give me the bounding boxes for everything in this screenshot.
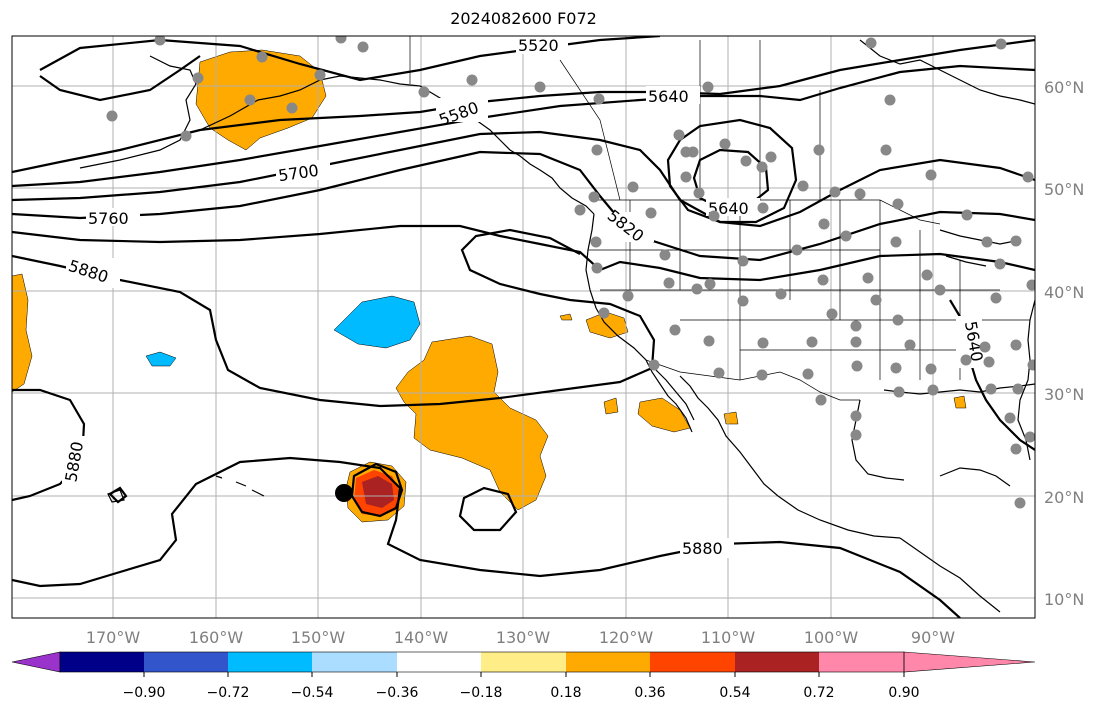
- colorbar: −0.90 −0.72 −0.54 −0.36 −0.18 0.18 0.36 …: [11, 651, 1036, 701]
- colorbar-tick-label-1: −0.90: [123, 685, 166, 701]
- contour-label-5760: 5760: [88, 209, 129, 228]
- station-markers: [106, 36, 1035, 509]
- lon-label-170: 170°W: [86, 628, 141, 647]
- borders: [409, 36, 1030, 401]
- colorbar-tick-label-10: 0.90: [888, 685, 919, 701]
- hurricane-darkred: [362, 476, 394, 508]
- map-title: 2024082600 F072: [450, 9, 597, 28]
- baja-coast: [653, 367, 901, 539]
- colorbar-tick-label-2: −0.72: [207, 685, 250, 701]
- hawaii: [107, 475, 265, 503]
- colorbar-tick-label-5: −0.18: [460, 685, 503, 701]
- canada-provinces: [559, 40, 821, 201]
- contour-label-5640-north: 5640: [648, 87, 689, 106]
- contour-small-circle-2: [458, 486, 518, 532]
- contour-5760: [12, 150, 1035, 262]
- contour-low-alaska: [39, 55, 201, 102]
- lon-label-160: 160°W: [189, 628, 244, 647]
- hudson: [859, 39, 1035, 105]
- yucatan: [939, 467, 1011, 487]
- lon-label-110: 110°W: [701, 628, 756, 647]
- colorbar-segment-5: [397, 652, 481, 672]
- storm-center-marker: [335, 484, 353, 502]
- orange-region-small1: [603, 397, 619, 415]
- colorbar-extend-left: [11, 651, 61, 673]
- colorbar-segment-4: [312, 652, 397, 672]
- lat-label-40: 40°N: [1044, 283, 1084, 302]
- west-coast: [585, 213, 693, 433]
- state-lines: [588, 200, 1030, 380]
- orange-region-small2: [723, 411, 739, 425]
- lon-label-130: 130°W: [496, 628, 551, 647]
- lat-label-20: 20°N: [1044, 488, 1084, 507]
- contour-5820: [12, 224, 1035, 282]
- colorbar-tick-label-6: 0.18: [550, 685, 581, 701]
- colorbar-extend-right: [903, 651, 1036, 673]
- us-mexico-border: [645, 359, 860, 401]
- lat-label-50: 50°N: [1044, 180, 1084, 199]
- colorbar-segment-7: [566, 652, 650, 672]
- colorbar-tick-label-8: 0.54: [719, 685, 750, 701]
- colorbar-tick-label-3: −0.54: [291, 685, 334, 701]
- lon-label-100: 100°W: [804, 628, 859, 647]
- blue-region-pacific: [333, 295, 421, 349]
- colorbar-segment-9: [735, 652, 819, 672]
- anomaly-shading: [12, 49, 967, 523]
- orange-region-small3: [559, 313, 573, 321]
- contour-label-5880-lower: 5880: [682, 539, 723, 558]
- lon-label-150: 150°W: [291, 628, 346, 647]
- map-frame: [11, 35, 1036, 619]
- colorbar-segment-1: [60, 652, 144, 672]
- orange-region-baja: [637, 397, 691, 433]
- colorbar-tick-label-9: 0.72: [803, 685, 834, 701]
- lon-label-140: 140°W: [394, 628, 449, 647]
- lat-label-30: 30°N: [1044, 385, 1084, 404]
- latitude-labels: 60°N 50°N 40°N 30°N 20°N 10°N: [1044, 78, 1084, 609]
- longitude-labels: 170°W 160°W 150°W 140°W 130°W 120°W 110°…: [86, 628, 955, 647]
- lon-label-90: 90°W: [911, 628, 955, 647]
- colorbar-segment-3: [228, 652, 312, 672]
- us-canada-border: [594, 199, 941, 225]
- blue-region-small: [145, 351, 177, 367]
- contour-label-bg: [62, 36, 982, 558]
- central-america: [899, 537, 1001, 613]
- colorbar-segment-10: [819, 652, 904, 672]
- contour-small-circle-1: [108, 486, 128, 504]
- orange-region-small4: [953, 395, 967, 409]
- lat-label-60: 60°N: [1044, 78, 1084, 97]
- great-lakes: [939, 229, 1021, 267]
- contour-5580: [12, 38, 1035, 174]
- orange-region-central-pacific: [395, 335, 549, 511]
- contour-5880-main: [12, 228, 656, 408]
- contour-label-5520: 5520: [518, 36, 559, 55]
- graticule: [12, 36, 1035, 618]
- lon-label-120: 120°W: [599, 628, 654, 647]
- colorbar-tick-label-4: −0.36: [376, 685, 419, 701]
- colorbar-segment-6: [481, 652, 566, 672]
- contour-hurricane: [350, 462, 404, 518]
- east-coast: [1017, 299, 1035, 461]
- colorbar-tick-label-7: 0.36: [634, 685, 665, 701]
- colorbar-ticks: [143, 672, 905, 677]
- contour-5700: [12, 130, 1035, 228]
- colorbar-segment-2: [144, 652, 228, 672]
- contour-5640-ring: [666, 118, 798, 224]
- colorbar-segment-8: [650, 652, 735, 672]
- lat-label-10: 10°N: [1044, 590, 1084, 609]
